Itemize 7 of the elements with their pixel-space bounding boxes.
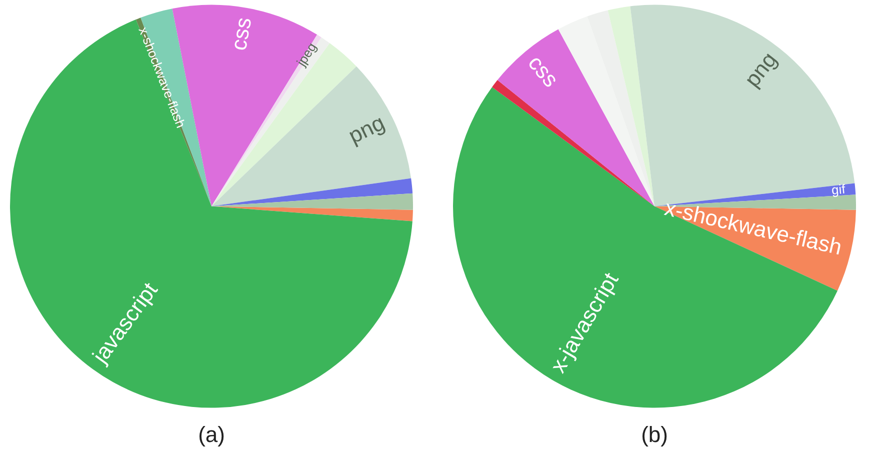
slice-label: gif (830, 181, 846, 198)
slice-label: png (344, 110, 388, 148)
slice-label: css (523, 50, 564, 92)
text: (a) (198, 422, 225, 447)
text: (b) (641, 422, 668, 447)
slice-label: png (739, 47, 782, 92)
slice-label: css (226, 15, 256, 52)
